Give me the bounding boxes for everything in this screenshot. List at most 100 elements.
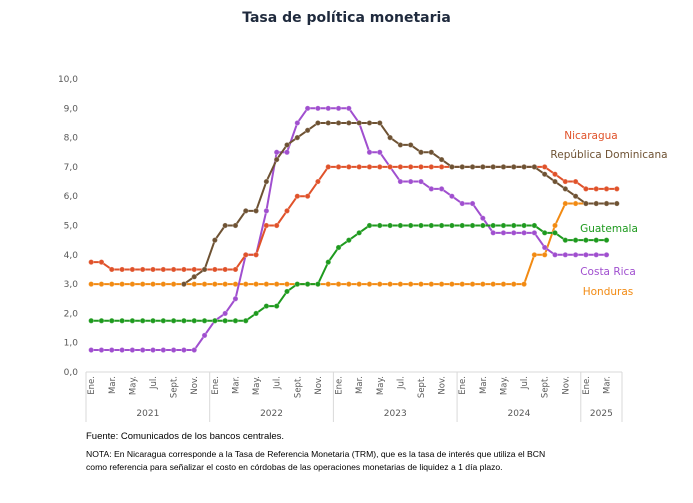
data-point (119, 347, 126, 354)
y-tick-label: 3,0 (64, 280, 79, 290)
data-point (180, 281, 187, 288)
data-point (108, 266, 115, 273)
data-point (593, 251, 600, 258)
data-point (541, 244, 548, 251)
data-point (160, 317, 167, 324)
data-point (572, 193, 579, 200)
data-point (325, 119, 332, 126)
data-point (387, 222, 394, 229)
data-point (366, 281, 373, 288)
data-point (139, 347, 146, 354)
data-point (139, 317, 146, 324)
data-point (479, 215, 486, 222)
data-point (552, 178, 559, 185)
data-point (469, 281, 476, 288)
series-guatemala (88, 222, 610, 324)
data-point (448, 222, 455, 229)
data-point (253, 251, 260, 258)
data-point (407, 222, 414, 229)
x-tick-label: Ene. (211, 376, 221, 395)
data-point (417, 149, 424, 156)
data-point (407, 141, 414, 148)
data-point (283, 281, 290, 288)
data-point (582, 251, 589, 258)
legend-label: Honduras (583, 286, 634, 298)
data-point (283, 149, 290, 156)
data-point (552, 171, 559, 178)
data-point (139, 281, 146, 288)
data-point (459, 222, 466, 229)
data-point (552, 222, 559, 229)
data-point (500, 163, 507, 170)
data-point (356, 281, 363, 288)
data-point (562, 237, 569, 244)
y-tick-label: 9,0 (64, 104, 79, 114)
y-tick-label: 0,0 (64, 368, 79, 378)
data-point (459, 281, 466, 288)
data-point (531, 163, 538, 170)
x-tick-label: Mar. (603, 376, 613, 394)
x-tick-label: Jul. (149, 376, 159, 390)
data-point (459, 200, 466, 207)
series-honduras (88, 200, 610, 288)
data-point (438, 281, 445, 288)
data-point (407, 178, 414, 185)
data-point (170, 281, 177, 288)
data-point (490, 222, 497, 229)
data-point (376, 163, 383, 170)
data-point (335, 244, 342, 251)
data-point (366, 222, 373, 229)
data-point (582, 185, 589, 192)
x-tick-label: Mar. (108, 376, 118, 394)
data-point (613, 185, 620, 192)
data-point (139, 266, 146, 273)
data-point (294, 134, 301, 141)
x-tick-label: Ene. (582, 376, 592, 395)
data-point (593, 185, 600, 192)
y-tick-label: 6,0 (64, 192, 79, 202)
data-point (469, 222, 476, 229)
data-point (294, 193, 301, 200)
data-point (129, 266, 136, 273)
data-point (314, 119, 321, 126)
data-point (469, 200, 476, 207)
series-lines (88, 105, 620, 354)
data-point (294, 119, 301, 126)
y-tick-label: 8,0 (64, 134, 79, 144)
data-point (304, 127, 311, 134)
x-tick-label: Ene. (458, 376, 468, 395)
data-point (572, 251, 579, 258)
data-point (273, 222, 280, 229)
data-point (531, 229, 538, 236)
data-point (129, 347, 136, 354)
data-point (428, 163, 435, 170)
data-point (263, 207, 270, 214)
line-chart: 0,0 1,0 2,0 3,0 4,0 5,0 6,0 7,0 8,0 9,0 10,0 Ene. M… (58, 75, 668, 422)
data-point (397, 178, 404, 185)
x-tick-label: May. (499, 376, 509, 395)
data-point (479, 222, 486, 229)
data-point (438, 185, 445, 192)
data-point (593, 200, 600, 207)
data-point (510, 229, 517, 236)
legend-label: República Dominicana (550, 149, 667, 161)
data-point (438, 156, 445, 163)
data-point (211, 317, 218, 324)
data-point (500, 281, 507, 288)
data-point (521, 222, 528, 229)
data-point (283, 207, 290, 214)
data-point (242, 281, 249, 288)
data-point (263, 303, 270, 310)
data-point (263, 178, 270, 185)
data-point (232, 281, 239, 288)
data-point (149, 347, 156, 354)
data-point (521, 163, 528, 170)
x-tick-label: May. (252, 376, 262, 395)
data-point (88, 317, 95, 324)
data-point (119, 266, 126, 273)
data-point (160, 266, 167, 273)
data-point (366, 163, 373, 170)
data-point (88, 281, 95, 288)
data-point (572, 200, 579, 207)
x-tick-label: Jul. (396, 376, 406, 390)
